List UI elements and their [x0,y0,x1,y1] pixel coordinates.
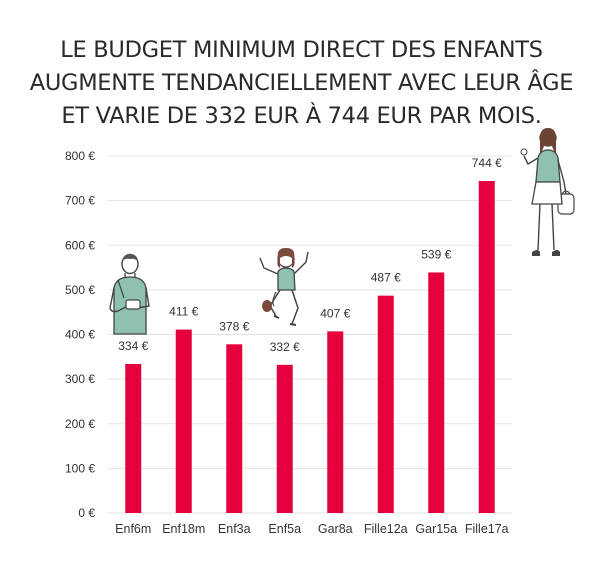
y-tick-label: 600 € [65,238,95,252]
y-tick-label: 0 € [78,506,95,520]
y-tick-label: 400 € [65,328,95,342]
jumping-child-figure [259,248,309,326]
bar [428,272,445,513]
bars [125,180,495,514]
data-label: 411 € [169,305,198,319]
y-tick-label: 200 € [65,417,95,431]
data-label: 332 € [270,340,300,354]
gridlines [108,155,512,514]
bar [175,329,192,513]
bar [226,344,243,513]
x-axis-categories: Enf6m Enf18m Enf3a Enf5a Gar8a Fille12a Gar15a… [115,522,509,536]
data-label: 407 € [320,306,350,320]
category-label: Enf5a [268,522,301,536]
bar [327,331,344,513]
category-label: Gar8a [318,522,353,536]
category-label: Enf3a [218,522,251,536]
bar [276,364,293,513]
y-tick-label: 700 € [65,194,95,208]
y-tick-label: 500 € [65,283,95,297]
data-label: 487 € [371,271,401,285]
chart-title-line: AUGMENTE TENDANCIELLEMENT AVEC LEUR ÂGE [29,70,574,96]
teen-girl-figure [520,128,575,256]
data-label: 334 € [118,339,148,353]
y-tick-label: 800 € [65,149,95,163]
data-label: 539 € [421,247,451,261]
y-axis-ticks: 0 € 100 € 200 € 300 € 400 € 500 € 600 € 700 € 80… [65,149,95,520]
data-label: 744 € [472,156,502,170]
data-label: 378 € [219,319,249,333]
category-label: Enf18m [162,522,205,536]
category-label: Fille12a [364,522,408,536]
chart-title-line: ET VARIE DE 332 EUR À 744 EUR PAR MOIS. [61,103,542,129]
chart-title-line: LE BUDGET MINIMUM DIRECT DES ENFANTS [60,37,543,63]
category-label: Gar15a [415,522,457,536]
y-tick-label: 300 € [65,372,95,386]
category-label: Fille17a [465,522,509,536]
y-tick-label: 100 € [65,461,95,475]
bar [377,295,394,513]
category-label: Enf6m [115,522,151,536]
bar [478,180,495,514]
data-labels: 334 € 411 € 378 € 332 € 407 € 487 € 539 € 744 € [118,156,502,354]
chart-title: LE BUDGET MINIMUM DIRECT DES ENFANTS AUG… [0,34,603,133]
teen-boy-figure [109,253,150,335]
bar [125,363,142,513]
